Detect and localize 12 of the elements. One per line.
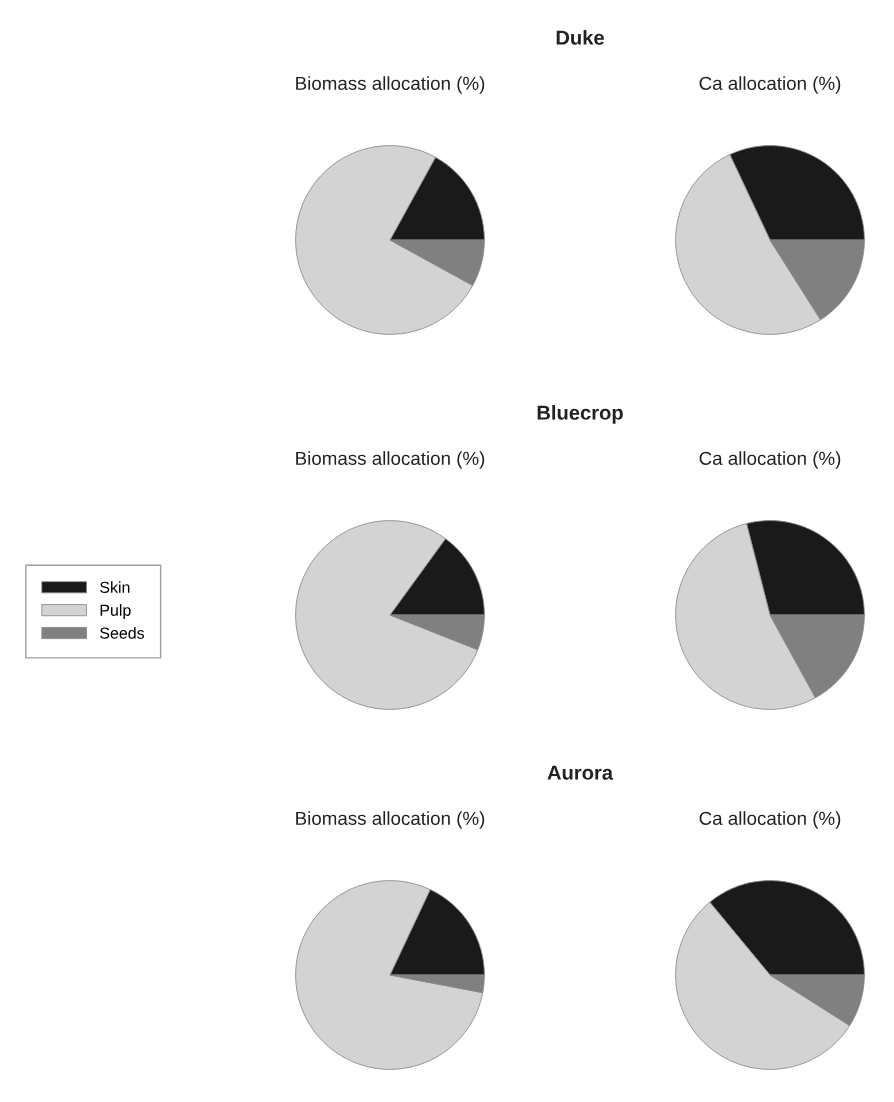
legend-label: Pulp: [100, 604, 131, 620]
chart-subtitle: Biomass allocation (%): [296, 451, 485, 469]
text: Bluecrop: [537, 405, 623, 424]
chart-subtitle: Ca allocation (%): [699, 811, 841, 829]
legend-label: Skin: [100, 581, 130, 594]
legend-label: Seeds: [100, 627, 145, 639]
chart-subtitle: Ca allocation (%): [699, 76, 841, 94]
chart-subtitle: Biomass allocation (%): [296, 76, 485, 94]
text: Aurora: [547, 765, 614, 780]
chart-subtitle: Ca allocation (%): [699, 451, 841, 469]
chart-subtitle: Biomass allocation (%): [296, 811, 485, 829]
text: Duke: [556, 30, 604, 45]
